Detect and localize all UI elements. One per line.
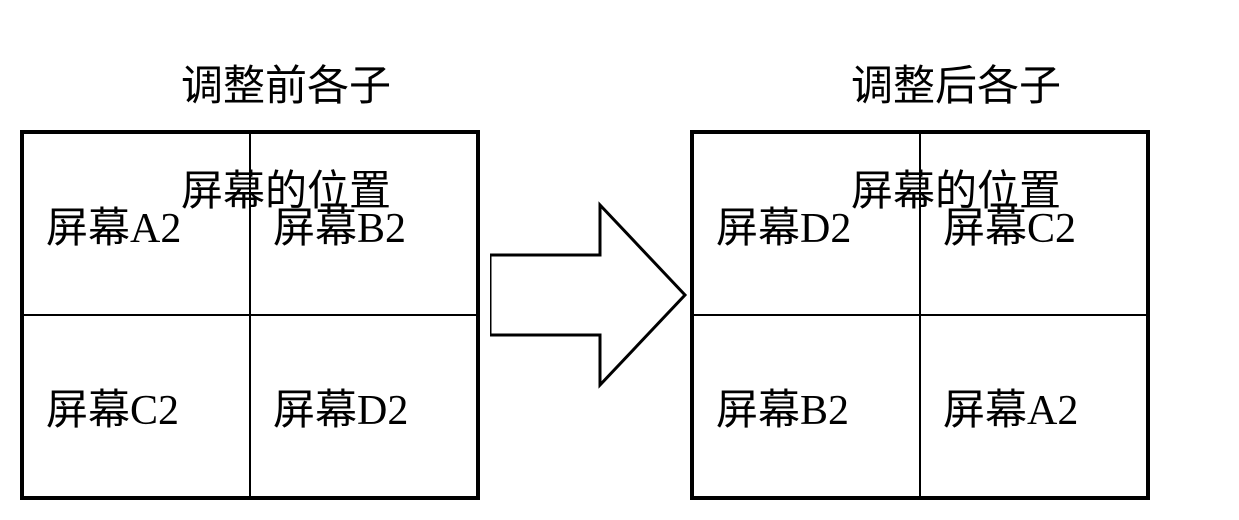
left-cell-1: 屏幕B2 xyxy=(250,133,477,315)
left-title-line1: 调整前各子 xyxy=(181,64,391,110)
left-cell-3: 屏幕D2 xyxy=(250,315,477,497)
right-cell-0-label: 屏幕D2 xyxy=(716,194,851,255)
right-cell-1: 屏幕C2 xyxy=(920,133,1147,315)
right-cell-2-label: 屏幕B2 xyxy=(716,376,849,437)
right-cell-2: 屏幕B2 xyxy=(693,315,920,497)
left-cell-0: 屏幕A2 xyxy=(23,133,250,315)
left-cell-2: 屏幕C2 xyxy=(23,315,250,497)
right-cell-3-label: 屏幕A2 xyxy=(943,376,1078,437)
left-grid: 屏幕A2 屏幕B2 屏幕C2 屏幕D2 xyxy=(20,130,480,500)
left-cell-0-label: 屏幕A2 xyxy=(46,194,181,255)
diagram-container: 调整前各子 屏幕的位置 调整后各子 屏幕的位置 屏幕A2 屏幕B2 屏幕C2 屏… xyxy=(0,0,1239,520)
arrow-icon xyxy=(490,200,690,390)
right-cell-0: 屏幕D2 xyxy=(693,133,920,315)
right-grid: 屏幕D2 屏幕C2 屏幕B2 屏幕A2 xyxy=(690,130,1150,500)
left-cell-1-label: 屏幕B2 xyxy=(273,194,406,255)
right-cell-1-label: 屏幕C2 xyxy=(943,194,1076,255)
right-title-line1: 调整后各子 xyxy=(851,64,1061,110)
right-cell-3: 屏幕A2 xyxy=(920,315,1147,497)
left-cell-2-label: 屏幕C2 xyxy=(46,376,179,437)
left-cell-3-label: 屏幕D2 xyxy=(273,376,408,437)
